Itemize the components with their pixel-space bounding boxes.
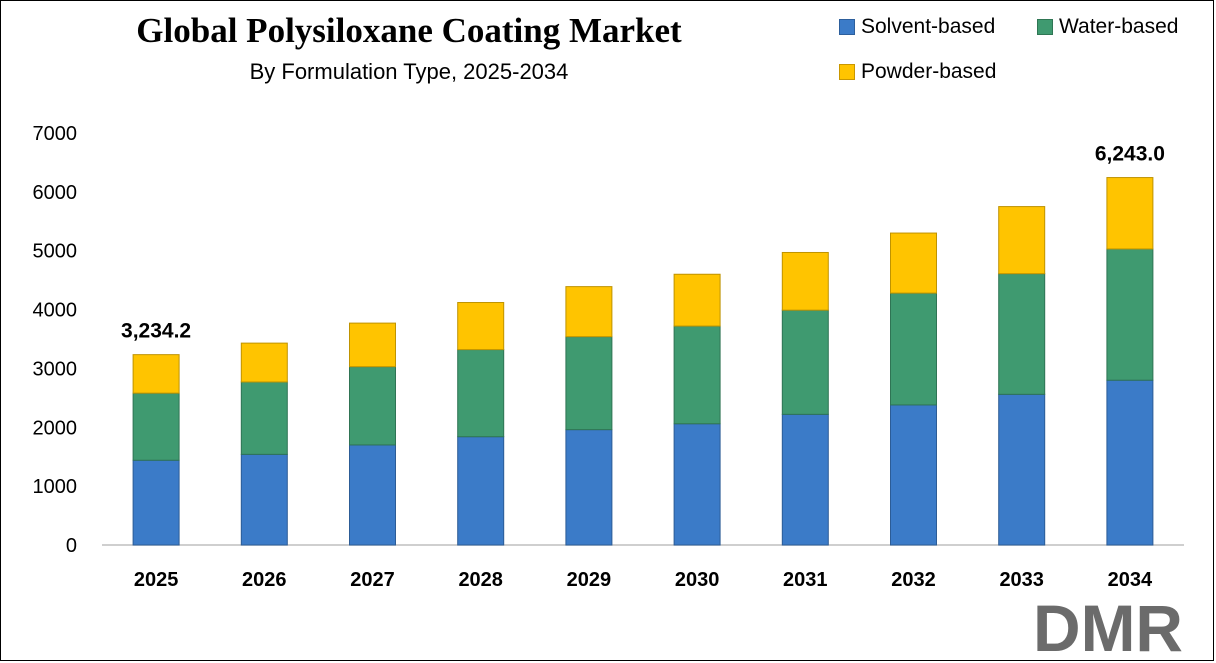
bar-water-based-2034 [1106,248,1154,381]
y-tick-label: 3000 [33,358,78,380]
total-data-label-2034: 6,243.0 [1095,143,1165,166]
dmr-logo: DMR [1033,599,1183,655]
x-tick-label: 2031 [783,569,828,591]
bar-powder-based-2027 [349,322,396,368]
bar-powder-based-2025 [132,354,180,394]
bar-water-based-2028 [457,349,505,438]
x-tick-label: 2034 [1108,569,1153,591]
total-data-label-2025: 3,234.2 [121,320,191,343]
bar-solvent-based-2028 [457,436,505,546]
bar-powder-based-2032 [890,232,937,294]
legend-label-powder-based: Powder-based [861,60,997,83]
bar-solvent-based-2025 [132,459,180,546]
bar-solvent-based-2033 [998,393,1046,546]
y-tick-label: 7000 [33,123,78,145]
bar-solvent-based-2032 [890,404,937,546]
bar-powder-based-2034 [1106,177,1154,250]
x-tick-label: 2028 [458,569,503,591]
bar-water-based-2030 [673,325,721,425]
bar-powder-based-2026 [240,342,288,383]
legend-item-solvent-based: Solvent-based [839,15,995,39]
chart-title: Global Polysiloxane Coating Market [136,11,682,50]
x-tick-label: 2029 [567,569,612,591]
bar-water-based-2025 [132,392,180,461]
y-tick-label: 2000 [33,417,78,439]
chart-subtitle: By Formulation Type, 2025-2034 [249,59,569,84]
x-tick-label: 2027 [350,569,395,591]
bar-solvent-based-2030 [673,423,721,546]
legend-label-solvent-based: Solvent-based [861,15,996,38]
legend-swatch-powder-based [839,64,855,80]
bar-powder-based-2029 [565,286,613,338]
y-tick-label: 5000 [33,241,78,263]
legend-item-powder-based: Powder-based [839,60,996,84]
bar-solvent-based-2031 [781,413,829,546]
bar-water-based-2029 [565,336,613,431]
bar-powder-based-2030 [673,273,721,327]
y-tick-label: 6000 [33,182,78,204]
bar-solvent-based-2026 [240,453,288,546]
bar-solvent-based-2027 [349,444,396,546]
bar-water-based-2032 [890,292,937,406]
x-tick-label: 2026 [242,569,287,591]
bar-solvent-based-2034 [1106,379,1154,546]
bar-powder-based-2033 [998,206,1046,275]
legend-item-water-based: Water-based [1037,15,1178,39]
dmr-logo-text: DMR [1033,599,1183,655]
bar-solvent-based-2029 [565,429,613,546]
bar-water-based-2026 [240,381,288,455]
bar-powder-based-2028 [457,302,505,351]
legend-swatch-solvent-based [839,19,855,35]
legend-swatch-water-based [1037,19,1053,35]
y-tick-label: 4000 [33,300,78,322]
legend-label-water-based: Water-based [1059,15,1179,38]
bar-water-based-2027 [349,366,396,446]
y-tick-label: 0 [66,535,77,557]
y-tick-label: 1000 [33,476,78,498]
bar-water-based-2033 [998,273,1046,395]
x-tick-label: 2030 [675,569,720,591]
x-tick-label: 2033 [999,569,1044,591]
bar-powder-based-2031 [781,251,829,311]
x-tick-label: 2032 [891,569,936,591]
x-tick-label: 2025 [134,569,179,591]
bar-water-based-2031 [781,309,829,415]
